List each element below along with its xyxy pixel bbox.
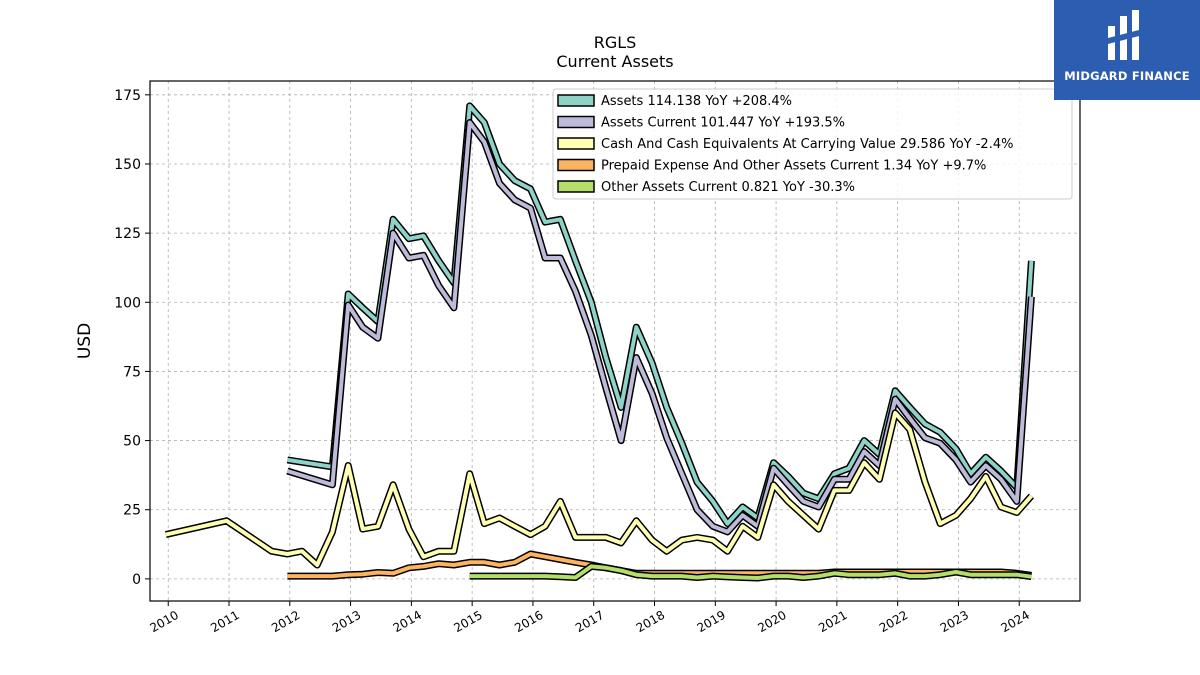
series-line [286, 120, 1034, 534]
legend-swatch [557, 94, 595, 107]
brand-logo: MIDGARD FINANCE [1054, 0, 1200, 100]
y-tick-label: 175 [114, 88, 141, 104]
chart-title: RGLS [594, 33, 637, 52]
legend-entry-label: Assets Current 101.447 YoY +193.5% [601, 116, 845, 131]
legend-swatch [557, 180, 595, 193]
y-axis-label: USD [75, 323, 95, 359]
legend: Assets 114.138 YoY +208.4% Assets Current… [552, 88, 1073, 200]
legend-entry-label: Cash And Cash Equivalents At Carrying Va… [601, 137, 1013, 152]
y-axis-ticks: 0 25 50 75 100 125 150 175 [114, 88, 150, 588]
plot-frame [149, 80, 1081, 602]
legend-entry-label: Other Assets Current 0.821 YoY -30.3% [601, 180, 855, 195]
series-line [165, 410, 1033, 567]
series-lines [165, 102, 1035, 582]
y-tick-label: 100 [114, 295, 141, 311]
y-tick-label: 150 [114, 157, 141, 173]
y-tick-label: 75 [123, 364, 141, 380]
legend-swatch [557, 158, 595, 172]
legend-entry-label: Prepaid Expense And Other Assets Current… [601, 159, 986, 174]
y-tick-label: 25 [123, 503, 141, 519]
chart-subtitle: Current Assets [556, 52, 673, 71]
brand-mark-icon [1108, 10, 1139, 60]
legend-swatch [557, 115, 595, 129]
series-line [469, 564, 1032, 580]
y-tick-label: 50 [123, 434, 141, 450]
legend-entry-label: Assets 114.138 YoY +208.4% [601, 94, 792, 109]
legend-swatch [557, 137, 595, 150]
legend-box [552, 88, 1073, 200]
y-tick-label: 0 [132, 572, 141, 588]
series-line [287, 103, 1034, 526]
y-tick-label: 125 [114, 226, 141, 242]
brand-name: MIDGARD FINANCE [1064, 69, 1190, 83]
